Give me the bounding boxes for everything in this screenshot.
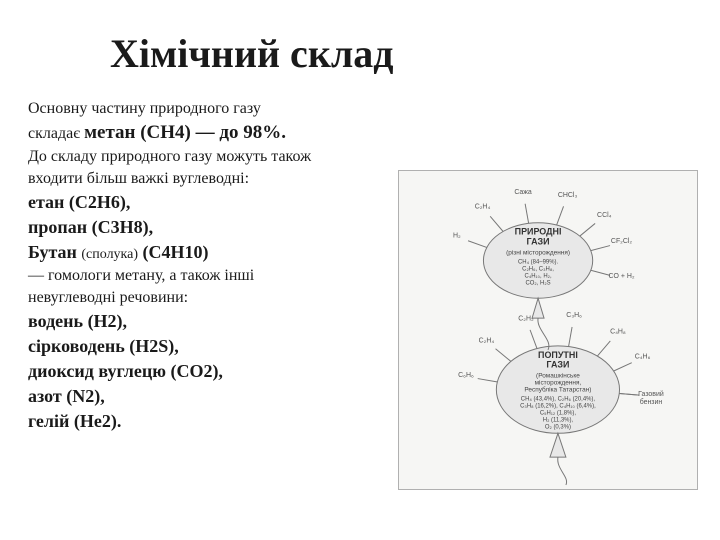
upper-ray-label: CO + H₂: [609, 273, 635, 280]
upper-content-line: C₄H₁₀, H₂,: [525, 273, 552, 279]
propane: пропан (C3H8),: [28, 215, 398, 240]
intro2a: складає: [28, 125, 84, 142]
upper-ray: [590, 246, 610, 251]
upper-ray-label: Сажа: [514, 189, 532, 196]
lower-ray-label: C₃H₆: [566, 312, 582, 319]
lower-ray-label: C₆H₆: [458, 372, 474, 379]
lower-title: ГАЗИ: [546, 360, 569, 370]
upper-ray: [556, 206, 563, 225]
homo2: невуглеводні речовини:: [28, 287, 398, 309]
upper-string: [538, 318, 549, 350]
lower-ray: [496, 349, 512, 362]
butane-line: Бутан (сполука) (C4H10): [28, 240, 398, 265]
lower-content-line: O₂ (0,3%): [545, 424, 571, 430]
upper-tail: [532, 298, 544, 318]
body-text: Основну частину природного газу складає …: [28, 98, 398, 433]
upper-ray-label: CHCl₃: [558, 192, 578, 199]
gas-diagram-svg: H₂ C₂H₄ Сажа CHCl₃ CCl₄ CF₂Cl₂ CO + H₂ ПРИРОДНІ…: [399, 171, 697, 489]
n2: азот (N2),: [28, 384, 398, 409]
lower-ray-label: C₂H₂: [518, 316, 534, 323]
butane1: Бутан: [28, 242, 81, 262]
intro-line2: складає метан (CH4) — до 98%.: [28, 120, 398, 146]
upper-content-line: CO₂, H₂S: [525, 280, 550, 286]
lower-content-line: C₃H₈ (16,2%), C₄H₁₀ (6,4%),: [520, 403, 596, 409]
butane2: (сполука): [81, 247, 138, 262]
upper-subtitle: (різні місторождення): [506, 249, 570, 257]
upper-ray: [579, 223, 595, 236]
lower-ray: [568, 327, 572, 347]
lower-ray-label: C₄H₆: [635, 354, 651, 361]
lower-ray-label: C₂H₄: [479, 337, 495, 344]
lower-ray: [618, 393, 639, 395]
upper-ray-label: CCl₄: [597, 212, 612, 219]
upper-ray-label: CF₂Cl₂: [611, 238, 632, 245]
lower-content-line: C₅H₁₂ (1,8%),: [540, 410, 577, 416]
lower-tail: [550, 433, 566, 457]
ethane: етан (C2H6),: [28, 190, 398, 215]
h2s: сірководень (H2S),: [28, 334, 398, 359]
lower-string: [558, 457, 567, 485]
page-title: Хімічний склад: [110, 30, 394, 77]
methane-bold: метан (CH4) — до 98%.: [84, 122, 286, 143]
upper-ray: [590, 270, 610, 275]
lower-ray-label: Газовий: [638, 390, 664, 398]
butane3: (C4H10): [138, 242, 209, 262]
intro-line1: Основну частину природного газу: [28, 98, 398, 120]
intro-line3: До складу природного газу можуть також: [28, 146, 398, 168]
upper-ray: [490, 216, 503, 232]
upper-ray: [525, 204, 529, 224]
homo1: — гомологи метану, а також інші: [28, 265, 398, 287]
lower-subtitle: Республіка Татарстан): [524, 386, 591, 394]
lower-subtitle: місторождення,: [535, 379, 582, 387]
upper-title: ПРИРОДНІ: [515, 227, 562, 237]
lower-ray: [530, 330, 537, 349]
diagram-frame: H₂ C₂H₄ Сажа CHCl₃ CCl₄ CF₂Cl₂ CO + H₂ ПРИРОДНІ…: [398, 170, 698, 490]
upper-title: ГАЗИ: [527, 237, 550, 247]
upper-ray-label: H₂: [453, 232, 461, 239]
upper-content-line: CH₄ (84–99%).: [518, 259, 558, 265]
h2: водень (H2),: [28, 309, 398, 334]
he: гелій (He2).: [28, 409, 398, 434]
lower-ray: [597, 341, 611, 357]
co2: диоксид вуглецю (СО2),: [28, 359, 398, 384]
upper-content-line: C₂H₆, C₃H₈,: [522, 266, 554, 272]
lower-ray: [478, 379, 499, 383]
lower-content-line: H₂ (11,3%),: [543, 417, 574, 423]
lower-ray-label: C₄H₈: [610, 328, 626, 335]
lower-subtitle: (Ромашкінське: [536, 372, 580, 380]
upper-ray: [468, 241, 488, 248]
upper-ray-label: C₂H₄: [475, 204, 491, 211]
lower-content-line: CH₄ (43,4%), C₂H₆ (20,4%),: [521, 397, 596, 403]
intro-line4: входити більш важкі вуглеводні:: [28, 168, 398, 190]
lower-ray-label2: бензин: [640, 398, 663, 406]
lower-ray: [613, 363, 632, 372]
lower-title: ПОПУТНІ: [538, 350, 578, 360]
